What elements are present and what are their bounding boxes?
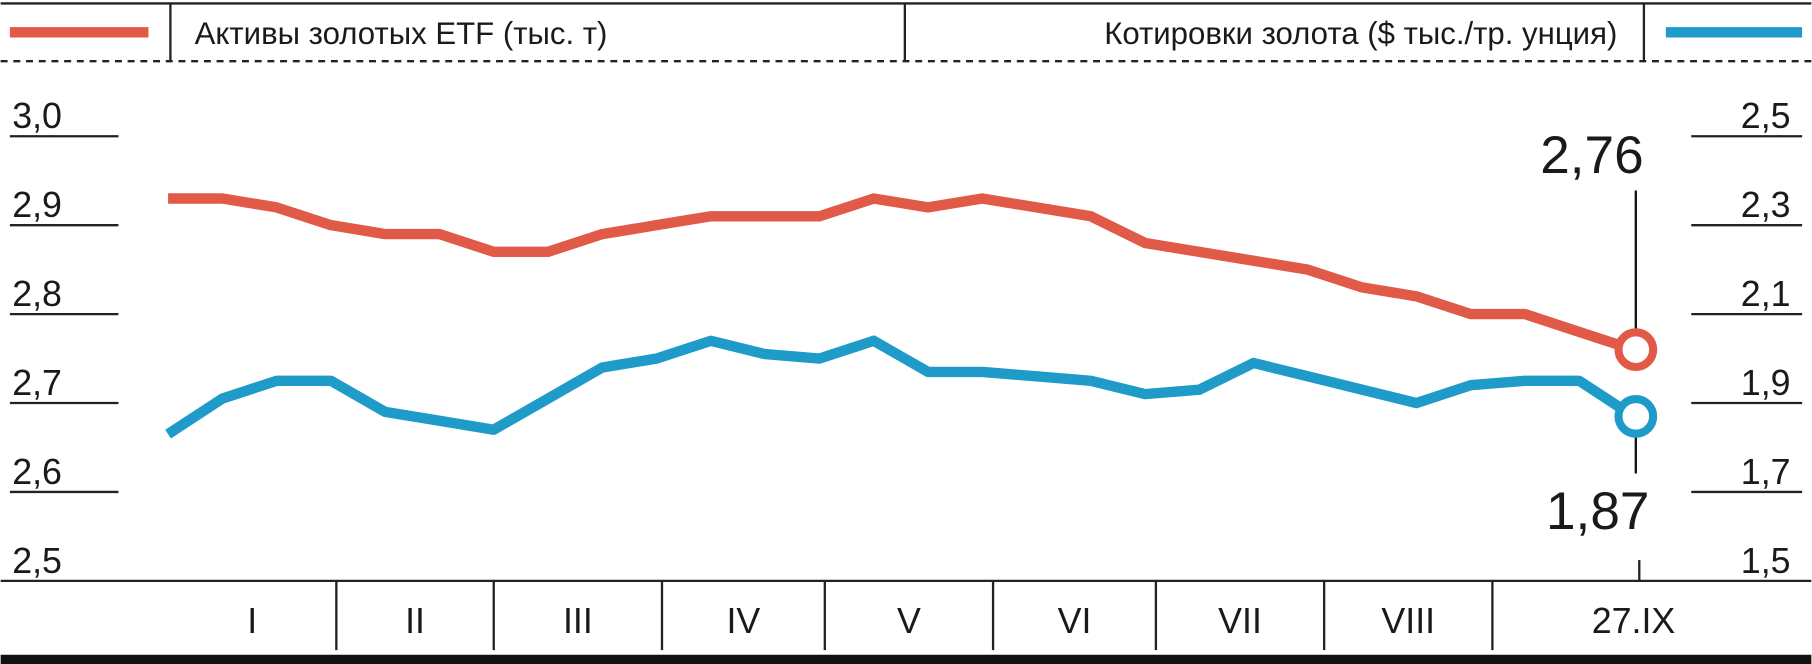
month-label: I — [247, 601, 257, 641]
y2-tick-label: 2,3 — [1741, 185, 1791, 225]
end-label: 2,76 — [1540, 126, 1643, 185]
end-marker — [1614, 394, 1658, 438]
y2-tick-label: 1,9 — [1741, 363, 1791, 403]
month-label: V — [897, 601, 921, 641]
y2-tick-label: 2,1 — [1741, 274, 1791, 314]
month-label: IV — [727, 601, 761, 641]
end-marker — [1614, 328, 1658, 372]
legend-label: Котировки золота ($ тыс./тр. унция) — [1104, 16, 1617, 51]
y2-tick-label: 1,5 — [1741, 541, 1791, 581]
month-label: VIII — [1381, 601, 1435, 641]
y2-tick-label: 2,5 — [1741, 96, 1791, 136]
series-line — [168, 193, 1636, 355]
y-tick-label: 3,0 — [12, 96, 62, 136]
y2-tick-label: 1,7 — [1741, 452, 1791, 492]
series-line — [165, 335, 1637, 439]
month-label: II — [405, 601, 425, 641]
y-tick-label: 2,7 — [12, 363, 62, 403]
legend-label: Активы золотых ETF (тыс. т) — [195, 16, 608, 51]
month-label: 27.IX — [1592, 601, 1676, 641]
y-tick-label: 2,8 — [12, 274, 62, 314]
y-tick-label: 2,5 — [12, 541, 62, 581]
month-label: III — [563, 601, 593, 641]
month-label: VI — [1058, 601, 1092, 641]
month-label: VII — [1218, 601, 1262, 641]
y-tick-label: 2,9 — [12, 185, 62, 225]
y-tick-label: 2,6 — [12, 452, 62, 492]
end-label: 1,87 — [1546, 482, 1649, 541]
